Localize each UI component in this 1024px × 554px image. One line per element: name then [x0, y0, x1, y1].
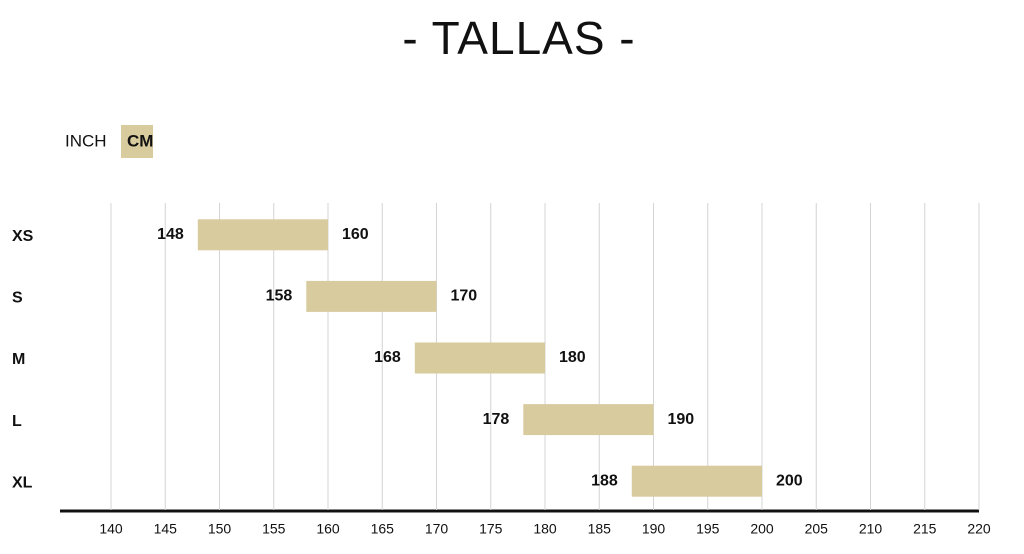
x-tick-label: 170: [425, 521, 449, 537]
low-label: 158: [266, 288, 293, 305]
low-label: 168: [374, 349, 401, 366]
x-tick-label: 180: [533, 521, 557, 537]
x-tick-label: 185: [588, 521, 612, 537]
x-tick-label: 215: [913, 521, 937, 537]
x-tick-label: 195: [696, 521, 720, 537]
range-bar: [523, 404, 654, 436]
x-tick-label: 200: [750, 521, 774, 537]
range-bar: [197, 219, 328, 251]
category-label: XS: [12, 228, 34, 245]
x-tick-label: 220: [967, 521, 991, 537]
x-tick-label: 160: [316, 521, 340, 537]
x-tick-label: 155: [262, 521, 286, 537]
low-label: 188: [591, 472, 618, 489]
unit-button[interactable]: INCH: [65, 131, 107, 150]
category-label: XL: [12, 474, 33, 491]
high-label: 170: [451, 288, 478, 305]
high-label: 200: [776, 472, 803, 489]
unit-button[interactable]: CM: [127, 131, 153, 150]
category-label: L: [12, 413, 22, 430]
x-tick-label: 175: [479, 521, 503, 537]
title: - TALLAS -: [402, 12, 635, 64]
range-bar: [306, 280, 437, 312]
category-label: S: [12, 290, 23, 307]
low-label: 178: [483, 411, 510, 428]
x-tick-label: 140: [99, 521, 123, 537]
range-bar: [631, 465, 762, 497]
low-label: 148: [157, 226, 184, 243]
x-tick-label: 145: [154, 521, 178, 537]
x-tick-label: 150: [208, 521, 232, 537]
x-tick-label: 165: [371, 521, 395, 537]
range-bar: [414, 342, 545, 374]
x-tick-label: 205: [805, 521, 829, 537]
category-label: M: [12, 351, 25, 368]
x-tick-label: 190: [642, 521, 666, 537]
high-label: 180: [559, 349, 586, 366]
x-tick-label: 210: [859, 521, 883, 537]
high-label: 160: [342, 226, 369, 243]
high-label: 190: [668, 411, 695, 428]
unit-button-bg[interactable]: [121, 125, 153, 158]
